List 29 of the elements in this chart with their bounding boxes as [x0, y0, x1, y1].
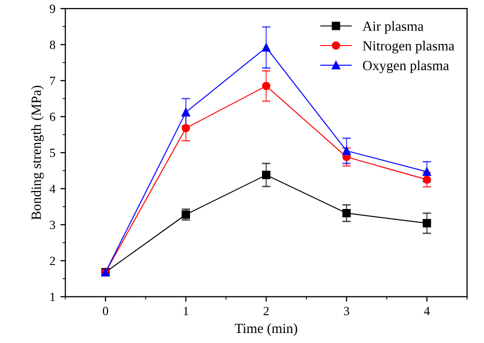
- point: [342, 208, 351, 218]
- y-tick-label: 5: [50, 148, 56, 158]
- point: [422, 168, 432, 176]
- point: [422, 219, 432, 228]
- legend-label: Nitrogen plasma: [362, 40, 454, 54]
- x-tick-label: 2: [264, 306, 269, 316]
- y-tick-label: 9: [50, 4, 56, 14]
- point: [182, 124, 190, 132]
- y-tick-label: 2: [50, 256, 55, 266]
- y-tick-label: 6: [50, 112, 56, 122]
- y-tick-label: 8: [50, 40, 56, 50]
- point: [422, 175, 432, 184]
- legend-label: Oxygen plasma: [362, 60, 449, 74]
- point: [262, 43, 270, 52]
- point: [262, 170, 270, 180]
- y-axis-title: Bonding strength (MPa): [31, 86, 44, 220]
- legend-label: Air plasma: [362, 21, 424, 34]
- point: [262, 82, 270, 90]
- y-tick-label: 4: [50, 184, 56, 193]
- x-axis-title: Time (min): [234, 323, 298, 336]
- y-tick-label: 3: [50, 220, 56, 230]
- y-tick-label: 7: [50, 76, 56, 85]
- x-tick-label: 3: [344, 306, 350, 316]
- x-tick-label: 4: [424, 306, 430, 316]
- x-tick-label: 1: [184, 306, 188, 316]
- point: [342, 146, 351, 155]
- y-tick-label: 1: [50, 292, 55, 302]
- x-tick-label: 0: [102, 306, 108, 316]
- point: [182, 108, 190, 116]
